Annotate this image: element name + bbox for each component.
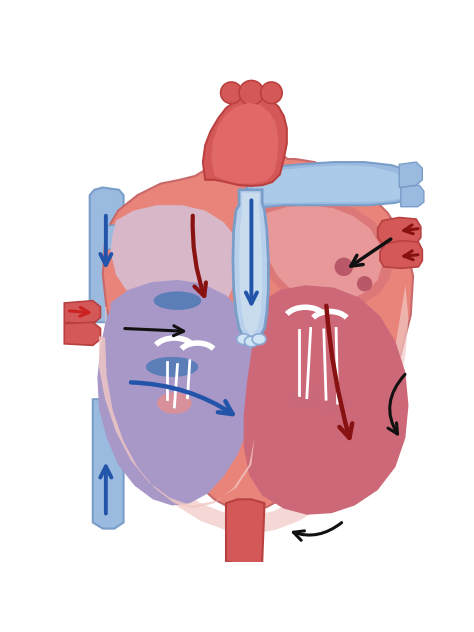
Polygon shape	[255, 197, 393, 310]
Polygon shape	[64, 301, 100, 324]
Ellipse shape	[291, 388, 320, 408]
Polygon shape	[211, 103, 278, 184]
Ellipse shape	[146, 357, 198, 377]
Polygon shape	[110, 205, 239, 322]
Polygon shape	[103, 143, 413, 512]
Circle shape	[220, 82, 242, 104]
Ellipse shape	[157, 392, 191, 414]
Circle shape	[239, 80, 264, 105]
Polygon shape	[105, 285, 409, 534]
Polygon shape	[250, 165, 407, 203]
Ellipse shape	[321, 394, 346, 411]
Polygon shape	[90, 188, 124, 322]
Polygon shape	[64, 322, 100, 345]
Polygon shape	[244, 162, 416, 209]
Polygon shape	[233, 190, 268, 344]
Polygon shape	[378, 217, 421, 245]
Ellipse shape	[154, 291, 201, 310]
Polygon shape	[244, 285, 409, 514]
Polygon shape	[97, 280, 257, 506]
Circle shape	[261, 82, 282, 104]
Polygon shape	[99, 336, 255, 509]
Circle shape	[335, 258, 353, 276]
Polygon shape	[399, 162, 422, 188]
Polygon shape	[203, 95, 287, 186]
Polygon shape	[380, 241, 422, 269]
Circle shape	[357, 276, 372, 291]
Ellipse shape	[252, 334, 266, 344]
Polygon shape	[264, 205, 383, 303]
Polygon shape	[239, 193, 262, 336]
Polygon shape	[226, 499, 264, 565]
Polygon shape	[401, 185, 424, 207]
Ellipse shape	[237, 334, 251, 344]
Polygon shape	[93, 399, 124, 528]
Ellipse shape	[245, 336, 258, 347]
Polygon shape	[107, 224, 134, 249]
